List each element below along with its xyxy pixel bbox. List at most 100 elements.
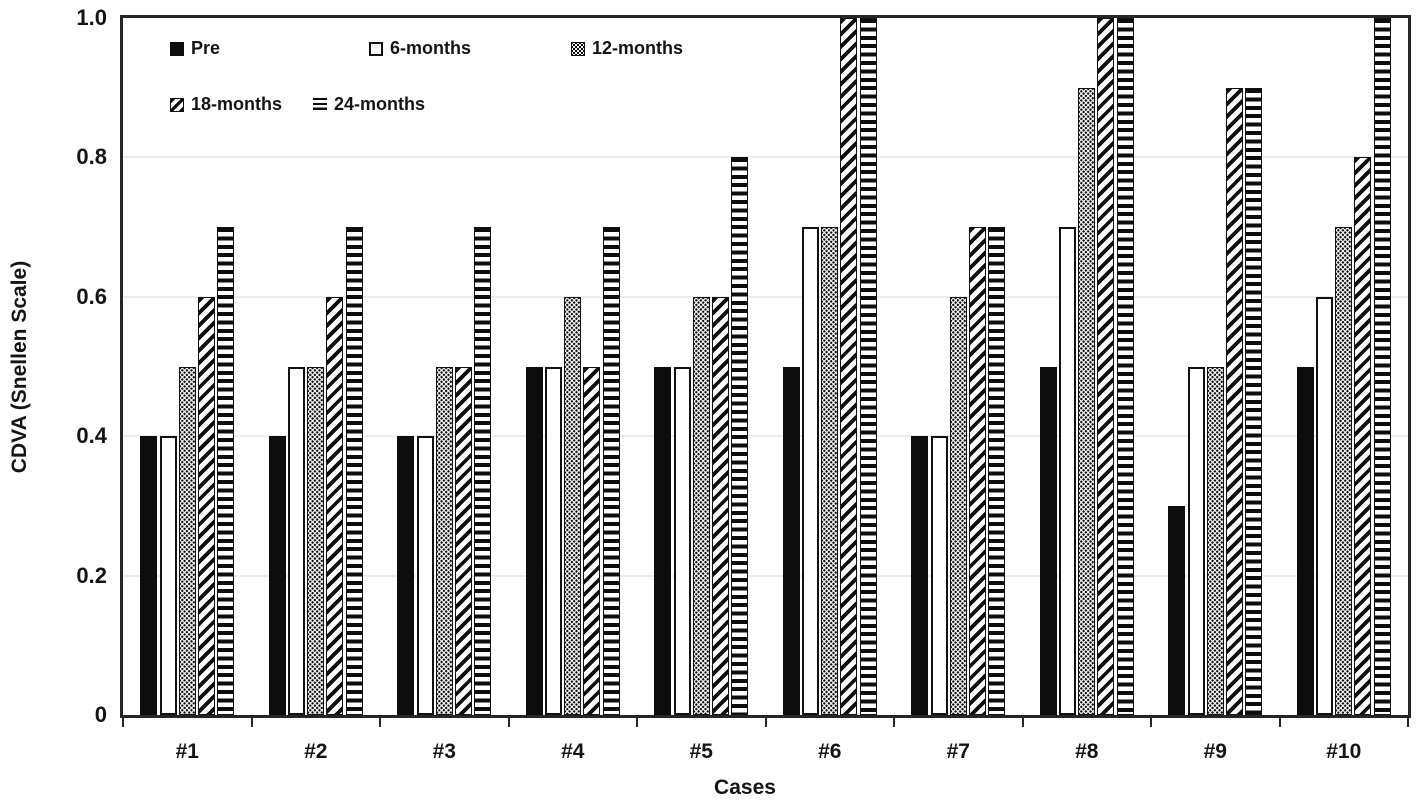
bar-24-months-case-4 (602, 227, 620, 715)
bar-6-months-case-8 (1059, 227, 1077, 715)
bar-Pre-case-9 (1168, 505, 1186, 715)
bar-18-months-case-9 (1225, 87, 1243, 715)
x-tick (379, 718, 381, 727)
bar-6-months-case-5 (673, 366, 691, 715)
y-tick-label-0.6: 0.6 (76, 283, 107, 309)
legend-label: 12-months (592, 38, 684, 58)
gridline-0.4 (123, 435, 1408, 438)
legend-marker-solid-black-icon (170, 41, 184, 56)
legend-item-Pre: Pre (170, 38, 220, 59)
bar-6-months-case-6 (802, 227, 820, 715)
x-tick (1150, 718, 1152, 727)
y-axis-title: CDVA (Snellen Scale) (8, 260, 31, 474)
gridline-0.2 (123, 574, 1408, 577)
bar-12-months-case-2 (307, 366, 325, 715)
bar-12-months-case-7 (949, 296, 967, 715)
bar-12-months-case-5 (692, 296, 710, 715)
bar-24-months-case-2 (345, 227, 363, 715)
bar-18-months-case-6 (840, 18, 858, 715)
legend-marker-horizontal-stripes-icon (313, 97, 327, 112)
bar-Pre-case-5 (654, 366, 672, 715)
x-category-label-5: #5 (689, 740, 713, 763)
legend-item-12-months: 12-months (571, 38, 683, 59)
x-tick (1407, 718, 1409, 727)
x-tick (122, 718, 124, 727)
y-tick-label-0.4: 0.4 (76, 423, 107, 449)
bar-Pre-case-7 (911, 436, 929, 715)
bar-6-months-case-7 (930, 436, 948, 715)
x-category-label-7: #7 (946, 740, 970, 763)
bar-Pre-case-3 (397, 436, 415, 715)
legend-label: Pre (191, 38, 221, 58)
bar-18-months-case-1 (197, 296, 215, 715)
x-category-label-4: #4 (561, 740, 585, 763)
bar-6-months-case-4 (545, 366, 563, 715)
bar-Pre-case-8 (1039, 366, 1057, 715)
x-category-label-8: #8 (1075, 740, 1099, 763)
bar-12-months-case-9 (1206, 366, 1224, 715)
x-tick (1021, 718, 1024, 727)
x-category-label-9: #9 (1203, 740, 1227, 763)
bar-6-months-case-2 (288, 366, 306, 715)
bar-Pre-case-4 (525, 366, 543, 715)
gridline-0.6 (123, 295, 1408, 298)
gridline-0.8 (123, 156, 1408, 159)
x-tick (893, 718, 895, 727)
bar-Pre-case-10 (1296, 366, 1314, 715)
bar-18-months-case-5 (711, 296, 729, 715)
bar-18-months-case-2 (326, 296, 344, 715)
bar-Pre-case-1 (140, 436, 158, 715)
x-tick (507, 718, 510, 727)
bar-6-months-case-1 (159, 436, 177, 715)
y-tick-label-1.0: 1.0 (76, 5, 107, 30)
legend-label: 6-months (390, 38, 471, 58)
x-tick (250, 718, 253, 727)
legend-item-6-months: 6-months (369, 38, 471, 59)
legend-marker-white-open-icon (369, 41, 383, 56)
legend-marker-dotted-icon (571, 41, 585, 56)
bar-6-months-case-9 (1187, 366, 1205, 715)
bar-12-months-case-1 (178, 366, 196, 715)
bar-12-months-case-4 (564, 296, 582, 715)
x-tick (764, 718, 767, 727)
legend-marker-diagonal-stripes-icon (170, 97, 184, 112)
x-tick (1278, 718, 1281, 727)
bar-18-months-case-10 (1354, 157, 1372, 715)
bar-12-months-case-3 (435, 366, 453, 715)
legend-item-24-months: 24-months (313, 94, 425, 115)
bar-24-months-case-10 (1373, 18, 1391, 715)
y-tick-label-0: 0 (94, 702, 107, 727)
bar-18-months-case-8 (1097, 18, 1115, 715)
bar-Pre-case-2 (268, 436, 286, 715)
bar-12-months-case-10 (1335, 227, 1353, 715)
bar-24-months-case-5 (731, 157, 749, 715)
bar-12-months-case-8 (1078, 87, 1096, 715)
x-category-label-3: #3 (432, 740, 456, 763)
bar-6-months-case-10 (1316, 296, 1334, 715)
y-tick-label-0.2: 0.2 (76, 562, 107, 588)
bar-18-months-case-4 (583, 366, 601, 715)
bar-24-months-case-6 (859, 18, 877, 715)
x-category-label-6: #6 (818, 740, 842, 763)
bar-6-months-case-3 (416, 436, 434, 715)
bar-Pre-case-6 (782, 366, 800, 715)
legend-label: 24-months (334, 94, 426, 114)
x-category-label-2: #2 (304, 740, 328, 763)
legend-item-18-months: 18-months (170, 94, 282, 115)
bar-18-months-case-3 (454, 366, 472, 715)
bar-24-months-case-3 (474, 227, 492, 715)
bar-18-months-case-7 (968, 227, 986, 715)
x-category-label-10: #10 (1326, 740, 1362, 763)
bar-24-months-case-9 (1245, 87, 1263, 715)
bar-24-months-case-8 (1116, 18, 1134, 715)
x-category-label-1: #1 (175, 740, 199, 763)
legend-label: 18-months (191, 94, 283, 114)
bar-12-months-case-6 (821, 227, 839, 715)
y-tick-label-0.8: 0.8 (76, 144, 107, 170)
plot-area: Pre 6-months 12-months 18-months 24-months (120, 15, 1411, 718)
x-axis-title: Cases (714, 776, 776, 799)
x-tick (636, 718, 638, 727)
bar-24-months-case-1 (217, 227, 235, 715)
bar-24-months-case-7 (988, 227, 1006, 715)
